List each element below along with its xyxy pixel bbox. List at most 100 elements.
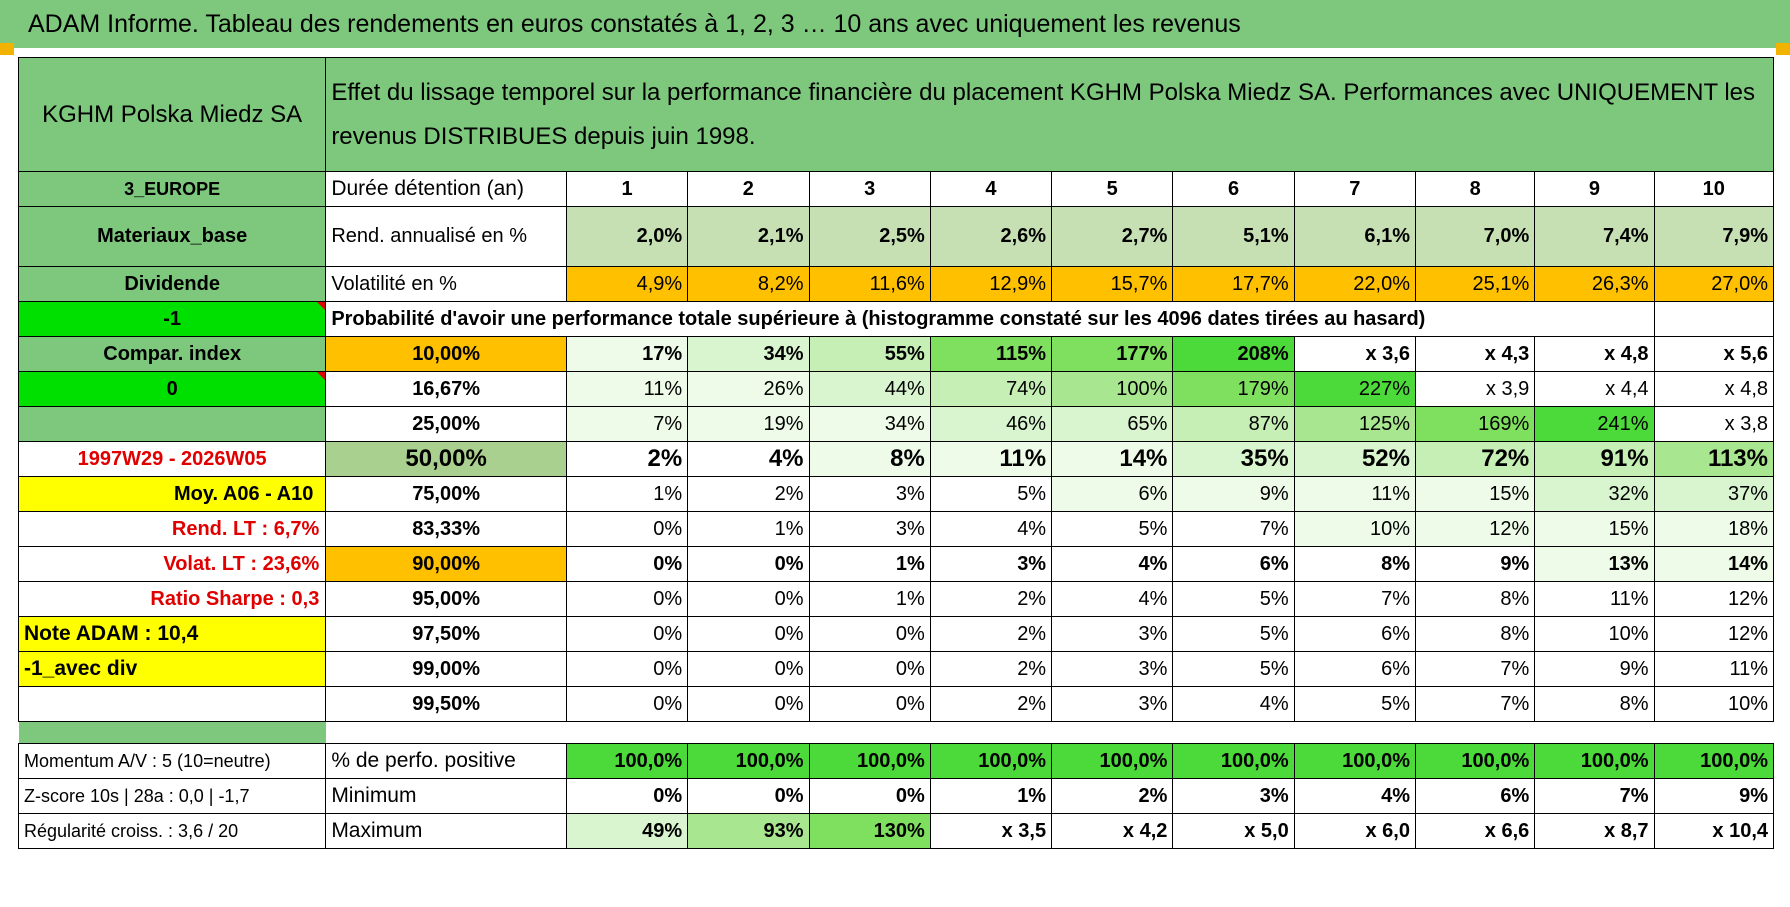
probability-value: 100%: [1051, 371, 1174, 407]
probability-value: 1%: [808, 581, 931, 617]
return-value: 2,5%: [808, 206, 931, 267]
volatility-value: 4,9%: [565, 266, 689, 302]
region-label: 3_EUROPE: [17, 171, 327, 207]
maximum-value: x 6,0: [1293, 813, 1416, 849]
probability-value: 9%: [1534, 651, 1655, 687]
probability-value: 11%: [1534, 581, 1655, 617]
maximum-value: x 10,4: [1653, 813, 1775, 849]
probability-value: 177%: [1051, 336, 1174, 372]
probability-threshold: 16,67%: [325, 371, 567, 407]
sharpe-ratio-label: Ratio Sharpe : 0,3: [17, 581, 327, 617]
probability-value: 2%: [565, 441, 689, 477]
probability-value: 6%: [1172, 546, 1295, 582]
probability-value: 2%: [929, 651, 1053, 687]
positive-performance-value: 100,0%: [1293, 743, 1416, 779]
probability-threshold: 95,00%: [325, 581, 567, 617]
type-label: Dividende: [17, 266, 327, 302]
probability-value: 7%: [1414, 651, 1536, 687]
maximum-value: 49%: [565, 813, 689, 849]
probability-value: 0%: [565, 686, 689, 722]
probability-value: 12%: [1653, 616, 1775, 652]
probability-value: 8%: [1534, 686, 1655, 722]
return-value: 7,4%: [1534, 206, 1655, 267]
probability-row: Moy. A06 - A10 75,00% 1% 2% 3% 5% 6% 9% …: [17, 476, 1775, 512]
momentum-label: Momentum A/V : 5 (10=neutre): [17, 743, 327, 779]
probability-value: 0%: [687, 546, 810, 582]
year-header: 10: [1653, 171, 1775, 207]
positive-performance-value: 100,0%: [1414, 743, 1536, 779]
minus-one-cell: -1: [17, 301, 327, 337]
return-value: 5,1%: [1172, 206, 1295, 267]
probability-value: 0%: [565, 581, 689, 617]
duration-row: 3_EUROPE Durée détention (an) 1 2 3 4 5 …: [17, 171, 1775, 207]
probability-value: 2%: [687, 476, 810, 512]
empty-label: [17, 406, 327, 442]
probability-value: 52%: [1293, 441, 1416, 477]
probability-value: x 4,8: [1653, 371, 1775, 407]
minimum-value: 3%: [1172, 778, 1295, 814]
probability-value: 113%: [1653, 441, 1775, 477]
probability-value: 15%: [1414, 476, 1536, 512]
probability-caption-row: -1 Probabilité d'avoir une performance t…: [17, 301, 1775, 337]
probability-value: 37%: [1653, 476, 1775, 512]
maximum-value: x 8,7: [1534, 813, 1655, 849]
return-value: 2,7%: [1051, 206, 1174, 267]
probability-threshold: 75,00%: [325, 476, 567, 512]
probability-threshold: 50,00%: [325, 441, 567, 477]
probability-value: 1%: [687, 511, 810, 547]
probability-value: 7%: [1172, 511, 1295, 547]
year-header: 4: [929, 171, 1053, 207]
probability-threshold: 83,33%: [325, 511, 567, 547]
spacer: [326, 722, 1774, 744]
probability-value: 179%: [1172, 371, 1295, 407]
minimum-value: 1%: [929, 778, 1053, 814]
probability-value: 0%: [565, 511, 689, 547]
probability-value: 3%: [1051, 686, 1174, 722]
positive-performance-value: 100,0%: [808, 743, 931, 779]
maximum-row: Régularité croiss. : 3,6 / 20 Maximum 49…: [17, 813, 1775, 849]
maximum-label: Maximum: [325, 813, 567, 849]
probability-value: 87%: [1172, 406, 1295, 442]
volatility-value: 11,6%: [808, 266, 931, 302]
return-value: 7,0%: [1414, 206, 1536, 267]
maximum-value: 93%: [687, 813, 810, 849]
year-header: 6: [1172, 171, 1295, 207]
year-header: 5: [1051, 171, 1174, 207]
duration-label: Durée détention (an): [325, 171, 567, 207]
positive-performance-row: Momentum A/V : 5 (10=neutre) % de perfo.…: [17, 743, 1775, 779]
volatility-value: 26,3%: [1534, 266, 1655, 302]
dividend-variant-label: -1_avec div: [17, 651, 327, 687]
probability-value: 8%: [808, 441, 931, 477]
year-header: 1: [565, 171, 689, 207]
probability-value: 10%: [1293, 511, 1416, 547]
probability-value: 241%: [1534, 406, 1655, 442]
probability-value: 8%: [1414, 581, 1536, 617]
probability-value: 46%: [929, 406, 1053, 442]
company-name: KGHM Polska Miedz SA: [17, 57, 327, 172]
probability-value: 32%: [1534, 476, 1655, 512]
table-description: Effet du lissage temporel sur la perform…: [325, 57, 1774, 172]
probability-value: 44%: [808, 371, 931, 407]
probability-value: 8%: [1414, 616, 1536, 652]
probability-value: 7%: [1293, 581, 1416, 617]
probability-value: 6%: [1293, 616, 1416, 652]
return-value: 2,0%: [565, 206, 689, 267]
spacer-band: [18, 721, 326, 744]
probability-value: 26%: [687, 371, 810, 407]
probability-value: 3%: [808, 511, 931, 547]
maximum-value: 130%: [808, 813, 931, 849]
probability-value: 5%: [1172, 651, 1295, 687]
probability-value: 0%: [687, 616, 810, 652]
probability-value: 2%: [929, 616, 1053, 652]
volatility-value: 27,0%: [1653, 266, 1775, 302]
probability-value: 91%: [1534, 441, 1655, 477]
probability-value: 0%: [565, 651, 689, 687]
probability-value: 0%: [808, 686, 931, 722]
empty-cell: [1653, 301, 1775, 337]
volatility-value: 15,7%: [1051, 266, 1174, 302]
probability-value: 5%: [1172, 581, 1295, 617]
return-value: 7,9%: [1653, 206, 1775, 267]
probability-value: 5%: [1051, 511, 1174, 547]
probability-value: x 4,4: [1534, 371, 1655, 407]
year-header: 9: [1534, 171, 1655, 207]
